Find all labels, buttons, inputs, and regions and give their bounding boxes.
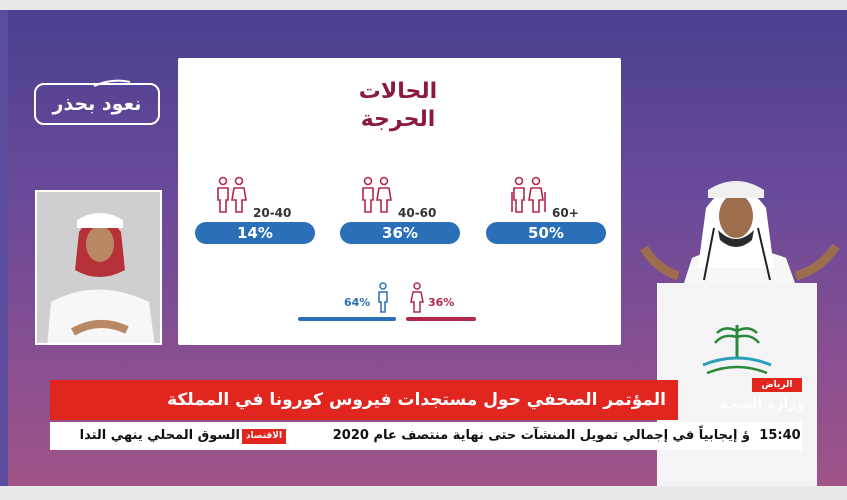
male-bar (298, 317, 396, 321)
presentation-slide: الحالات الحرجة 20-40 14% 40-60 36% (178, 58, 621, 345)
ticker-clock: 15:40 (759, 428, 801, 443)
female-percent: 36% (428, 296, 455, 309)
bottom-frame-strip (0, 486, 847, 500)
male-percent: 64% (344, 296, 371, 309)
female-bar (406, 317, 476, 321)
percent-pill: 50% (486, 222, 606, 244)
age-label: 40-60 (398, 206, 437, 220)
age-label: 60+ (552, 206, 579, 220)
news-ticker: السوق المحلي ينهي التدا الاقتصاد ؤ إيجاب… (50, 422, 802, 450)
ticker-item-main: ؤ إيجابياً في إجمالي تمويل المنشآت حتى ن… (332, 428, 750, 443)
location-tag: الرياض (752, 378, 802, 392)
male-icon (378, 282, 388, 313)
age-group-20-40: 20-40 14% (195, 176, 317, 250)
age-label: 20-40 (253, 206, 292, 220)
left-frame-bar (0, 10, 8, 486)
slide-title-line2: الحرجة (360, 107, 436, 132)
show-logo: نعود بحذر (34, 83, 160, 125)
logo-swoosh-icon (93, 79, 131, 87)
slide-title: الحالات الحرجة (328, 78, 468, 134)
slide-title-line1: الحالات (358, 79, 438, 104)
ticker-item-left: السوق المحلي ينهي التدا (79, 428, 240, 443)
percent-pill: 14% (195, 222, 315, 244)
age-group-40-60: 40-60 36% (340, 176, 462, 250)
ticker-category-badge: الاقتصاد (242, 429, 286, 444)
news-headline-bar: المؤتمر الصحفي حول مستجدات فيروس كورونا … (50, 380, 678, 420)
age-group-60-plus: 60+ 50% (486, 176, 608, 250)
ministry-of-health-emblem-icon (702, 325, 772, 375)
female-share: 36% (406, 282, 476, 324)
interpreter-figure-icon (37, 192, 160, 343)
middle-age-couple-icon (362, 176, 392, 213)
young-couple-icon (217, 176, 247, 213)
sign-language-interpreter-video (35, 190, 162, 345)
female-icon (410, 282, 424, 313)
top-frame-strip (0, 0, 847, 10)
percent-pill: 36% (340, 222, 460, 244)
elderly-couple-icon (511, 176, 546, 213)
male-share: 64% (298, 282, 396, 324)
channel-overlay-text: وزارة الصحة (719, 396, 805, 412)
